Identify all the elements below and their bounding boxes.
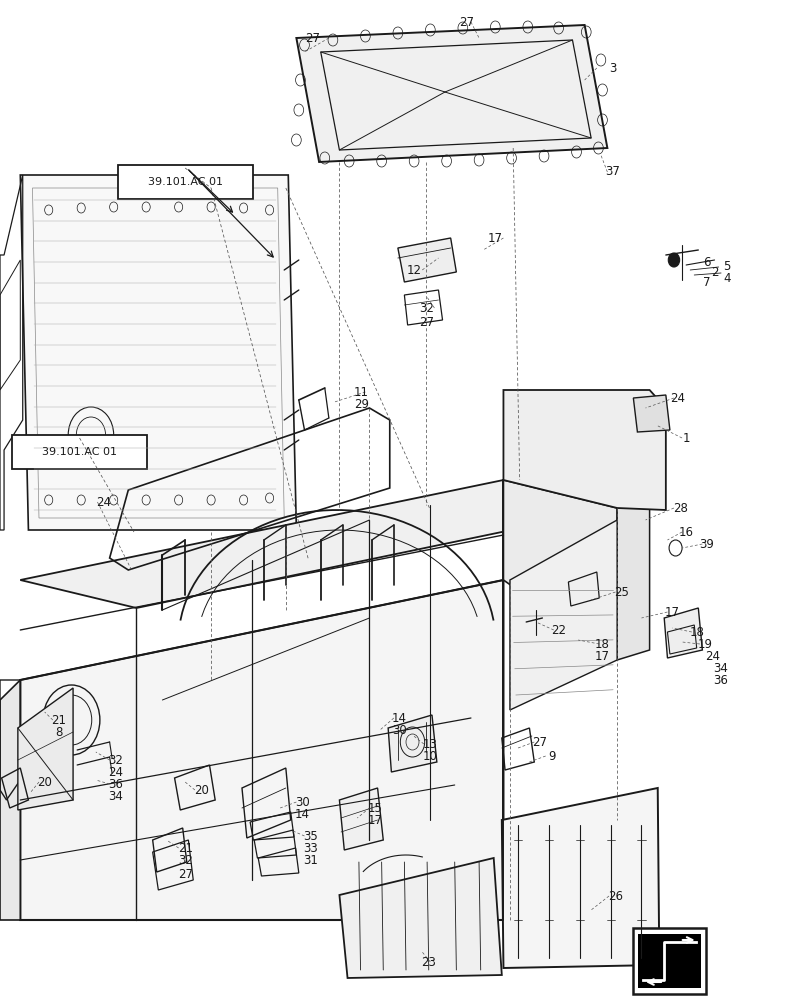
Text: 27: 27 <box>418 316 433 329</box>
Text: 39.101.AC 01: 39.101.AC 01 <box>148 177 222 187</box>
Polygon shape <box>296 25 607 162</box>
Polygon shape <box>503 480 616 660</box>
Text: 36: 36 <box>108 778 122 790</box>
Text: 7: 7 <box>702 275 710 288</box>
Polygon shape <box>616 490 649 660</box>
Polygon shape <box>20 580 503 920</box>
Text: 24: 24 <box>97 495 111 508</box>
FancyBboxPatch shape <box>637 934 700 988</box>
Text: 6: 6 <box>702 255 710 268</box>
Text: 8: 8 <box>54 726 62 738</box>
Polygon shape <box>397 238 456 282</box>
Text: 32: 32 <box>108 754 122 766</box>
Polygon shape <box>18 688 73 810</box>
Text: 4: 4 <box>722 271 730 284</box>
Text: 23: 23 <box>421 956 436 968</box>
FancyBboxPatch shape <box>118 165 252 199</box>
Circle shape <box>667 253 679 267</box>
Text: 39.101.AC 01: 39.101.AC 01 <box>42 447 117 457</box>
Text: 10: 10 <box>423 750 437 762</box>
Text: 15: 15 <box>367 802 382 814</box>
Text: 17: 17 <box>487 232 502 244</box>
Text: 14: 14 <box>392 712 406 724</box>
Text: 27: 27 <box>178 867 192 880</box>
Text: 25: 25 <box>613 585 628 598</box>
Text: 21: 21 <box>178 841 192 854</box>
Polygon shape <box>509 520 616 710</box>
Polygon shape <box>503 390 665 510</box>
Text: 2: 2 <box>710 265 718 278</box>
Text: 13: 13 <box>423 738 437 750</box>
Text: 18: 18 <box>689 626 703 639</box>
Text: 21: 21 <box>51 714 66 726</box>
Text: 26: 26 <box>607 890 622 902</box>
Text: 34: 34 <box>108 790 122 802</box>
Text: 37: 37 <box>605 165 620 178</box>
Text: 32: 32 <box>178 854 192 866</box>
Text: 24: 24 <box>705 650 719 662</box>
Text: 20: 20 <box>37 776 52 788</box>
Text: 17: 17 <box>594 650 609 662</box>
Text: 3: 3 <box>608 62 616 75</box>
Text: 32: 32 <box>418 302 433 314</box>
Text: 29: 29 <box>354 397 368 410</box>
Text: 22: 22 <box>551 624 565 637</box>
Text: 24: 24 <box>670 391 684 404</box>
Text: 33: 33 <box>303 841 317 854</box>
Text: 30: 30 <box>392 724 406 736</box>
Text: 17: 17 <box>664 605 679 618</box>
Polygon shape <box>0 680 20 920</box>
Text: 20: 20 <box>194 784 208 796</box>
Text: 36: 36 <box>713 674 727 687</box>
Text: 17: 17 <box>367 813 382 826</box>
Polygon shape <box>20 480 616 608</box>
Text: 35: 35 <box>303 829 317 842</box>
Text: 34: 34 <box>713 662 727 675</box>
Text: 18: 18 <box>594 638 609 650</box>
Text: 9: 9 <box>547 750 556 762</box>
Text: 28: 28 <box>672 502 687 514</box>
Polygon shape <box>663 608 702 658</box>
Text: 30: 30 <box>294 796 309 808</box>
FancyBboxPatch shape <box>12 435 147 469</box>
Polygon shape <box>339 858 501 978</box>
Polygon shape <box>633 395 669 432</box>
Text: 12: 12 <box>406 263 421 276</box>
Text: 27: 27 <box>532 736 547 748</box>
Text: 16: 16 <box>678 526 693 538</box>
FancyArrowPatch shape <box>644 945 681 981</box>
FancyBboxPatch shape <box>633 928 705 994</box>
Text: 14: 14 <box>294 807 309 820</box>
Text: 27: 27 <box>305 31 320 44</box>
Text: 39: 39 <box>698 538 713 550</box>
Text: 31: 31 <box>303 854 317 866</box>
Polygon shape <box>339 788 383 850</box>
Text: 5: 5 <box>722 260 730 273</box>
Polygon shape <box>20 175 296 530</box>
Text: 24: 24 <box>108 766 122 778</box>
Text: 19: 19 <box>697 638 711 650</box>
Polygon shape <box>388 715 436 772</box>
Text: 27: 27 <box>459 15 474 28</box>
Text: 11: 11 <box>354 385 368 398</box>
Polygon shape <box>501 788 659 968</box>
Text: 1: 1 <box>681 432 689 444</box>
